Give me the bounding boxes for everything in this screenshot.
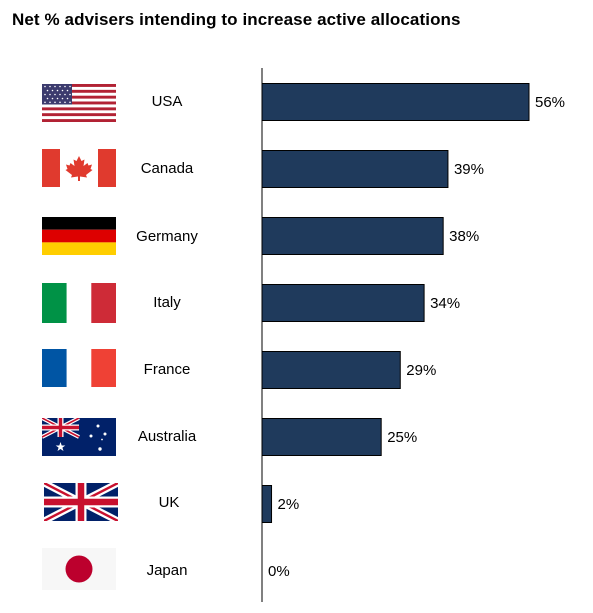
category-label-canada: Canada [140,160,194,177]
france-flag-icon [42,349,116,387]
bar-australia [261,418,382,456]
canada-flag-icon [42,149,116,187]
germany-flag-icon [42,217,116,255]
japan-flag-icon [42,548,116,590]
category-label-usa: USA [151,93,183,110]
category-label-germany: Germany [136,228,198,245]
australia-flag-icon [42,418,116,456]
category-label-france: France [143,361,191,378]
data-label-australia: 25% [387,429,417,446]
data-label-canada: 39% [454,161,484,178]
bar-italy [261,284,425,322]
data-label-france: 29% [406,362,436,379]
category-label-italy: Italy [153,294,181,311]
uk-flag-icon [44,483,118,521]
bar-canada [261,150,449,188]
bar-germany [261,217,444,255]
data-label-japan: 0% [268,563,290,580]
data-label-italy: 34% [430,295,460,312]
bar-france [261,351,401,389]
usa-flag-icon [42,84,116,122]
chart-title: Net % advisers intending to increase act… [12,10,461,29]
data-label-germany: 38% [449,228,479,245]
category-label-australia: Australia [137,428,197,445]
data-label-uk: 2% [278,496,300,513]
italy-flag-icon [42,283,116,323]
category-label-uk: UK [158,494,180,511]
bar-uk [261,485,273,523]
bar-usa [261,83,530,121]
category-label-japan: Japan [146,562,188,579]
data-label-usa: 56% [535,94,565,111]
